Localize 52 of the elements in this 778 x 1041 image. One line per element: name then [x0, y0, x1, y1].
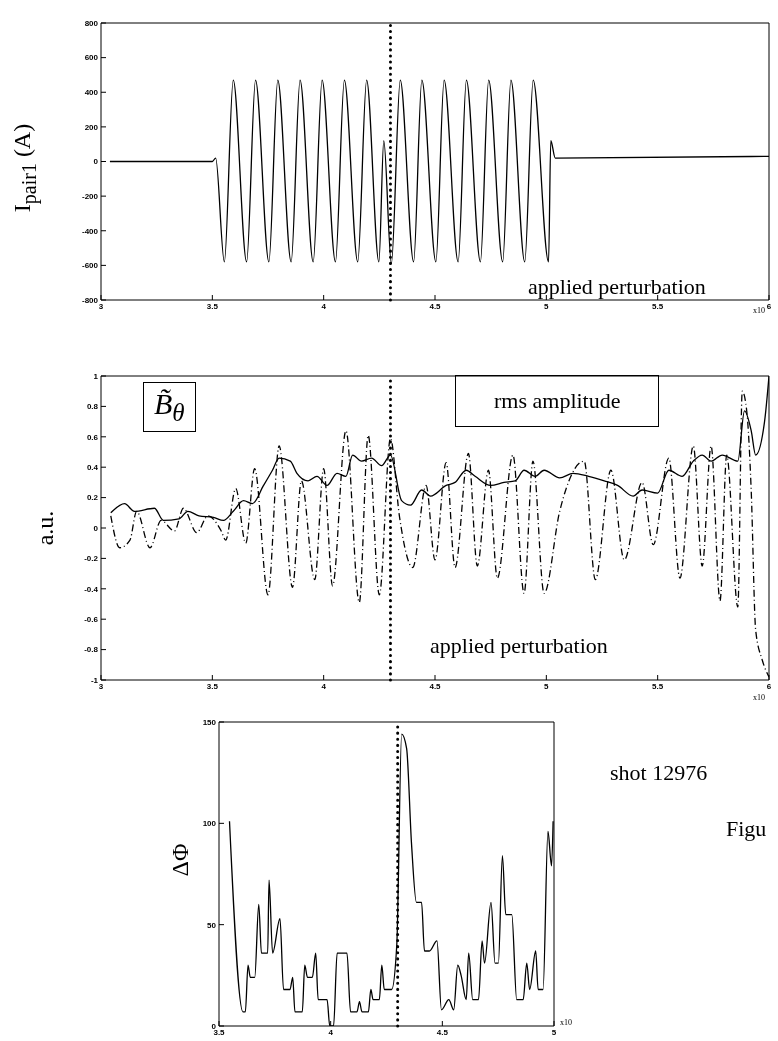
y-tick-label: 0 [211, 1021, 217, 1031]
text: x10 [753, 693, 765, 702]
x-tick-label: 5.5 [652, 301, 664, 311]
y-tick-label: 0.2 [86, 493, 99, 503]
y-tick-label: 400 [84, 88, 99, 98]
text: x10 [753, 306, 765, 315]
x-tick-label: 5.5 [652, 681, 664, 691]
x-tick-label: 4.5 [429, 681, 442, 691]
y-tick-label: 0.4 [86, 463, 99, 473]
x-tick-label: 3 [98, 681, 104, 691]
x-tick-label: 5 [544, 681, 550, 691]
y-axis-title: ΔΦ [166, 843, 194, 877]
annotation: applied perturbation [430, 633, 608, 659]
x-tick-label: 4 [328, 1027, 334, 1037]
x-tick-label: 6 [766, 301, 772, 311]
y-tick-label: -0.4 [84, 584, 99, 594]
y-tick-label: -0.2 [84, 554, 99, 564]
x-tick-label: 4 [321, 681, 327, 691]
x-tick-label: 3 [98, 301, 104, 311]
y-tick-label: -200 [81, 191, 99, 201]
y-tick-label: 0 [93, 523, 99, 533]
y-axis-title: a.u. [31, 510, 59, 546]
y-tick-label: 0.8 [86, 402, 99, 412]
y-tick-label: -0.6 [84, 615, 99, 625]
x-tick-label: 4.5 [436, 1027, 449, 1037]
text: shot 12976 [610, 760, 708, 786]
y-tick-label: 200 [84, 122, 99, 132]
y-tick-label: 600 [84, 53, 99, 63]
x-tick-label: 3.5 [206, 301, 219, 311]
y-tick-label: 1 [93, 371, 99, 381]
x-tick-label: 4 [321, 301, 327, 311]
y-tick-label: -600 [81, 261, 99, 271]
y-tick-label: -400 [81, 226, 99, 236]
y-tick-label: -800 [81, 295, 99, 305]
x-tick-label: 5 [544, 301, 550, 311]
y-tick-label: 800 [84, 18, 99, 28]
y-tick-label: -1 [90, 675, 99, 685]
y-tick-label: 50 [207, 920, 217, 930]
text: rms amplitude [455, 375, 660, 427]
x-tick-label: 6 [766, 681, 772, 691]
text: x10 [560, 1018, 572, 1027]
y-tick-label: 0.6 [86, 432, 99, 442]
text: Figu [726, 816, 767, 842]
y-tick-label: -0.8 [84, 645, 99, 655]
y-tick-label: 0 [93, 157, 99, 167]
y-tick-label: 100 [202, 819, 217, 829]
x-tick-label: 5 [551, 1027, 557, 1037]
y-tick-label: 150 [202, 717, 217, 727]
x-tick-label: 3.5 [206, 681, 219, 691]
x-tick-label: 4.5 [429, 301, 442, 311]
annotation: applied perturbation [528, 274, 706, 300]
annotation: B̃$_{θ}$ [143, 382, 196, 432]
